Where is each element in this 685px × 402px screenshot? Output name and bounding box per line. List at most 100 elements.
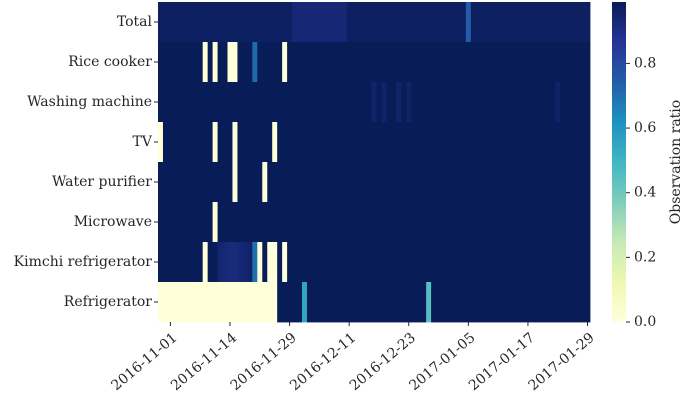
cell: [272, 202, 278, 243]
cell: [416, 242, 422, 283]
cell: [257, 202, 263, 243]
cell: [441, 162, 447, 203]
cell: [217, 42, 223, 83]
cell: [570, 282, 576, 323]
cell: [465, 242, 472, 283]
cell: [431, 122, 437, 163]
cell: [212, 242, 218, 283]
cell: [321, 82, 328, 123]
cell: [202, 2, 209, 43]
cell: [550, 242, 556, 283]
cell: [470, 242, 477, 283]
cell: [570, 42, 576, 83]
cell: [306, 82, 313, 123]
cell: [515, 242, 521, 283]
cell: [257, 42, 263, 83]
cell: [446, 202, 452, 243]
cell: [520, 42, 526, 83]
cell: [540, 2, 546, 43]
cell: [575, 202, 581, 243]
cell: [446, 122, 452, 163]
cell: [381, 242, 387, 283]
cell: [570, 82, 576, 123]
cell: [421, 42, 427, 83]
cell: [182, 162, 189, 203]
cell: [212, 82, 218, 123]
cell: [441, 42, 447, 83]
cell: [450, 42, 457, 83]
cell: [316, 202, 323, 243]
cell: [311, 282, 318, 323]
cell: [510, 42, 516, 83]
cell: [197, 282, 204, 323]
cell: [550, 202, 556, 243]
cell: [545, 42, 551, 83]
cell: [485, 242, 492, 283]
cell: [316, 82, 323, 123]
cell: [436, 282, 442, 323]
cell: [361, 282, 367, 323]
cell: [401, 202, 407, 243]
cell: [426, 82, 432, 123]
cell: [277, 202, 283, 243]
cell: [396, 162, 402, 203]
cell: [172, 162, 179, 203]
row-label: Water purifier: [52, 174, 152, 190]
cell: [515, 122, 521, 163]
cell: [401, 2, 407, 43]
cell: [391, 122, 397, 163]
cell: [460, 162, 467, 203]
cell: [287, 122, 293, 163]
cell: [565, 82, 571, 123]
cell: [480, 202, 487, 243]
cell: [267, 202, 273, 243]
cell: [570, 202, 576, 243]
cell: [207, 2, 214, 43]
cell: [336, 242, 343, 283]
cell: [242, 42, 248, 83]
cell: [396, 202, 402, 243]
cell: [520, 2, 526, 43]
cell: [192, 242, 199, 283]
cell: [172, 202, 179, 243]
cell: [162, 82, 169, 123]
cell: [411, 162, 417, 203]
cell: [282, 162, 288, 203]
cell: [446, 2, 452, 43]
cell: [158, 42, 164, 83]
cell: [252, 282, 258, 323]
cell: [371, 242, 377, 283]
cell: [401, 122, 407, 163]
cell: [460, 282, 467, 323]
cell: [212, 2, 218, 43]
cell: [580, 202, 586, 243]
cell: [177, 242, 184, 283]
cell: [580, 282, 586, 323]
cell: [480, 42, 487, 83]
cell: [331, 202, 338, 243]
cell: [341, 282, 348, 323]
cell: [575, 2, 581, 43]
cell: [297, 2, 303, 43]
cell: [535, 162, 541, 203]
cell: [585, 122, 591, 163]
cell: [356, 122, 362, 163]
cell: [406, 2, 412, 43]
cell: [222, 2, 228, 43]
cell: [555, 282, 561, 323]
cell: [356, 202, 362, 243]
cell: [386, 162, 392, 203]
cell: [376, 2, 382, 43]
cell: [212, 122, 218, 163]
cell: [316, 162, 323, 203]
cell: [341, 242, 348, 283]
cell: [371, 282, 377, 323]
cell: [530, 82, 536, 123]
cell: [267, 2, 273, 43]
cell: [232, 242, 238, 283]
cell: [222, 162, 228, 203]
cell: [515, 82, 521, 123]
cell: [212, 282, 218, 323]
cell: [162, 122, 169, 163]
cell: [227, 162, 233, 203]
